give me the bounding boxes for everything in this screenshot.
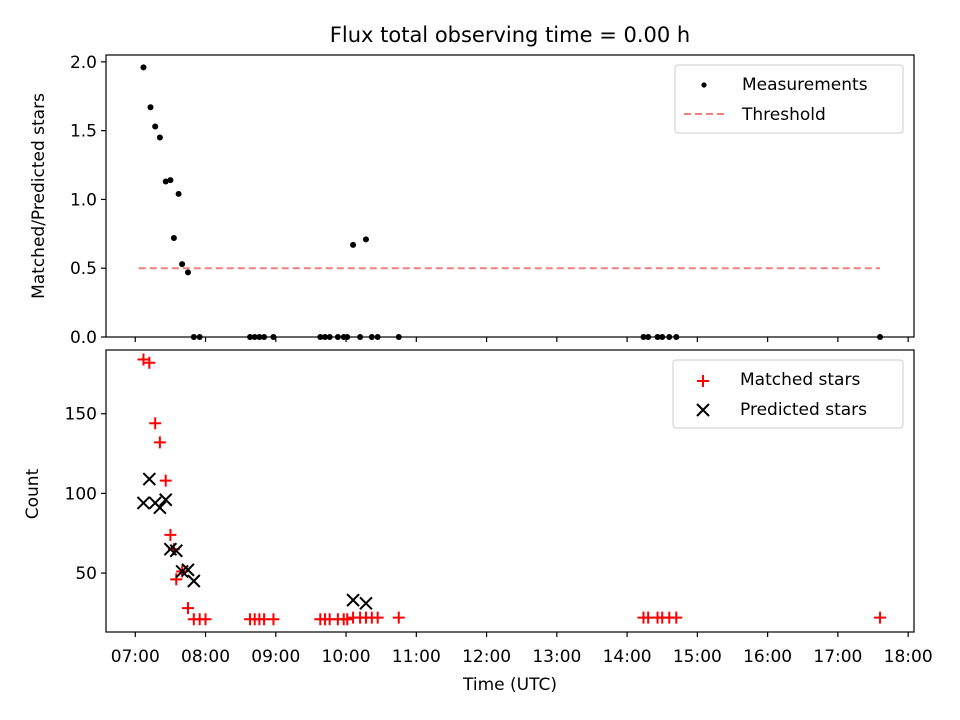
legend-label-matched: Matched stars — [740, 370, 860, 390]
x-tick-label: 07:00 — [111, 647, 160, 667]
x-tick-label: 18:00 — [884, 647, 933, 667]
x-tick-label: 11:00 — [392, 647, 441, 667]
measurement-point — [156, 134, 163, 141]
top-y-axis-label: Matched/Predicted stars — [29, 93, 49, 299]
matched-star-point — [149, 417, 162, 430]
top-y-ticks: 0.0 0.5 1.0 1.5 2.0 — [70, 53, 106, 348]
predicted-star-point — [169, 544, 183, 558]
bottom-y-ticks: 50 100 150 — [65, 405, 106, 584]
measurement-point — [147, 104, 154, 111]
top-x-ticks — [134, 337, 909, 342]
measurement-point — [140, 64, 147, 71]
predicted-star-point — [136, 496, 151, 510]
x-tick-label: 17:00 — [813, 647, 862, 667]
predicted-star-point — [187, 574, 201, 588]
top-y-tick-label: 2.0 — [70, 53, 97, 73]
legend-marker-measurements — [701, 82, 707, 88]
bottom-legend-box — [672, 359, 904, 429]
predicted-star-point — [142, 472, 157, 486]
matched-star-point — [199, 613, 212, 626]
bottom-panel: 50 100 150 07:00 08:00 09:00 10:00 11:00 12:00 1… — [23, 349, 933, 695]
bottom-y-tick-label: 50 — [75, 564, 97, 584]
matched-star-point — [670, 611, 683, 624]
matched-star-point — [143, 356, 156, 369]
matched-star-point — [874, 611, 887, 624]
bottom-x-ticks: 07:00 08:00 09:00 10:00 11:00 12:00 13:00 14:00… — [111, 632, 933, 667]
legend-marker-matched — [697, 375, 709, 387]
matched-star-point — [371, 611, 384, 624]
bottom-panel-marks — [136, 353, 887, 626]
legend-label-measurements: Measurements — [742, 75, 868, 95]
matched-star-point — [341, 613, 354, 626]
matched-star-point — [159, 474, 172, 487]
top-y-tick-label: 1.5 — [70, 122, 97, 142]
predicted-star-point — [153, 501, 167, 515]
top-panel-marks — [138, 64, 884, 340]
matched-star-point — [267, 613, 280, 626]
x-tick-label: 10:00 — [322, 647, 371, 667]
predicted-star-point — [159, 493, 173, 507]
top-y-tick-label: 0.0 — [70, 328, 97, 348]
top-y-tick-label: 1.0 — [70, 190, 97, 210]
x-tick-label: 14:00 — [603, 647, 652, 667]
matched-star-point — [153, 436, 166, 449]
top-y-tick-label: 0.5 — [70, 259, 97, 279]
top-plot-frame — [105, 54, 915, 338]
measurement-point — [152, 123, 159, 130]
bottom-plot-frame — [105, 349, 915, 633]
bottom-legend: Matched stars Predicted stars — [672, 359, 904, 429]
x-tick-label: 16:00 — [743, 647, 792, 667]
legend-label-predicted: Predicted stars — [740, 400, 867, 420]
measurement-point — [184, 269, 191, 276]
predicted-star-point — [346, 593, 360, 607]
figure-title: Flux total observing time = 0.00 h — [330, 23, 690, 47]
legend-label-threshold: Threshold — [741, 105, 826, 125]
measurement-point — [175, 190, 182, 197]
measurement-point — [179, 261, 186, 268]
x-tick-label: 12:00 — [462, 647, 511, 667]
matched-star-point — [164, 528, 177, 541]
bottom-y-axis-label: Count — [23, 468, 43, 519]
measurement-point — [362, 236, 369, 243]
measurement-point — [162, 178, 169, 185]
bottom-y-tick-label: 150 — [65, 405, 97, 425]
x-tick-label: 15:00 — [673, 647, 722, 667]
x-axis-label: Time (UTC) — [462, 675, 557, 695]
legend-marker-predicted — [696, 403, 710, 417]
measurement-point — [350, 241, 357, 248]
x-tick-label: 08:00 — [181, 647, 230, 667]
measurement-point — [170, 234, 177, 241]
matched-star-point — [181, 602, 194, 615]
top-legend-box — [674, 64, 904, 134]
matched-star-point — [170, 573, 183, 586]
matched-star-point — [392, 611, 405, 624]
bottom-y-tick-label: 100 — [65, 484, 97, 504]
predicted-star-point — [359, 596, 373, 611]
measurement-point — [167, 177, 174, 184]
top-legend: Measurements Threshold — [674, 64, 904, 134]
top-panel: 0.00.51.01.52.0 Matched/Predicted stars … — [29, 53, 915, 348]
x-tick-label: 13:00 — [532, 647, 581, 667]
x-tick-label: 09:00 — [251, 647, 300, 667]
predicted-star-point — [181, 563, 195, 577]
